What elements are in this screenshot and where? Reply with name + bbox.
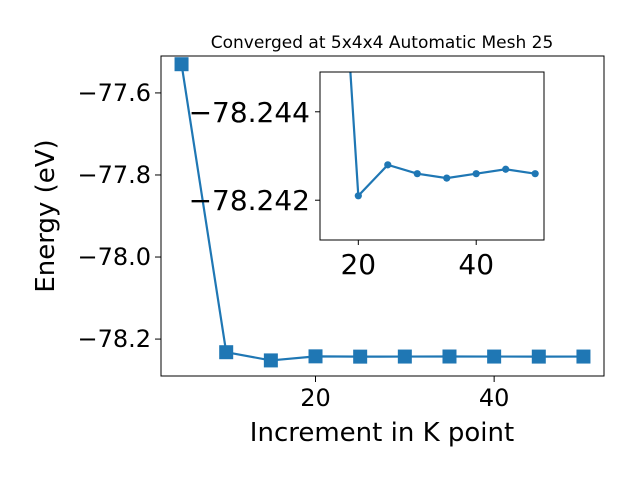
inset-data-point (502, 165, 510, 173)
y-tick-label: −78.0 (77, 243, 151, 271)
inset-data-point (413, 170, 421, 178)
main-plot-frame (160, 55, 605, 377)
inset-background (320, 72, 544, 240)
inset-series (349, 72, 539, 200)
y-tick-label: −78.2 (77, 325, 151, 353)
x-axis-label: Increment in K point (250, 418, 514, 448)
inset-data-point (443, 174, 451, 182)
inset-frame (319, 71, 545, 241)
main-y-ticks: −77.6 −77.8 −78.0 −78.2 (77, 79, 161, 353)
data-point (174, 57, 189, 72)
inset-y-tick-label: −78.242 (189, 184, 310, 217)
inset-y-tick-label: −78.244 (189, 96, 310, 129)
inset-data-point (384, 161, 392, 169)
data-point (263, 353, 278, 368)
x-tick-label: 20 (300, 384, 331, 412)
data-point (353, 349, 368, 364)
y-tick-label: −77.8 (77, 161, 151, 189)
inset-x-ticks: 20 40 (340, 240, 494, 281)
data-point (308, 349, 323, 364)
inset-y-ticks: −78.244 −78.242 (189, 96, 320, 217)
main-series (174, 57, 591, 368)
data-point (219, 345, 234, 360)
data-point (397, 349, 412, 364)
y-tick-label: −77.6 (77, 79, 151, 107)
main-plot: Converged at 5x4x4 Automatic Mesh 25 −77… (31, 33, 605, 448)
data-point (531, 349, 546, 364)
chart-title: Converged at 5x4x4 Automatic Mesh 25 (211, 33, 554, 53)
inset-data-point (531, 170, 539, 178)
inset-data-point (472, 170, 480, 178)
series-line (180, 64, 584, 362)
inset-series-line (349, 72, 536, 199)
main-x-ticks: 20 40 (300, 376, 509, 412)
y-axis-label: Energy (eV) (31, 139, 61, 292)
data-point (576, 349, 591, 364)
data-point (487, 349, 502, 364)
inset-x-tick-label: 40 (458, 248, 494, 281)
data-point (442, 349, 457, 364)
x-tick-label: 40 (479, 384, 510, 412)
inset-data-point (354, 192, 362, 200)
inset-x-tick-label: 20 (340, 248, 376, 281)
inset-plot: 20 40 −78.244−78.242 (189, 71, 545, 281)
